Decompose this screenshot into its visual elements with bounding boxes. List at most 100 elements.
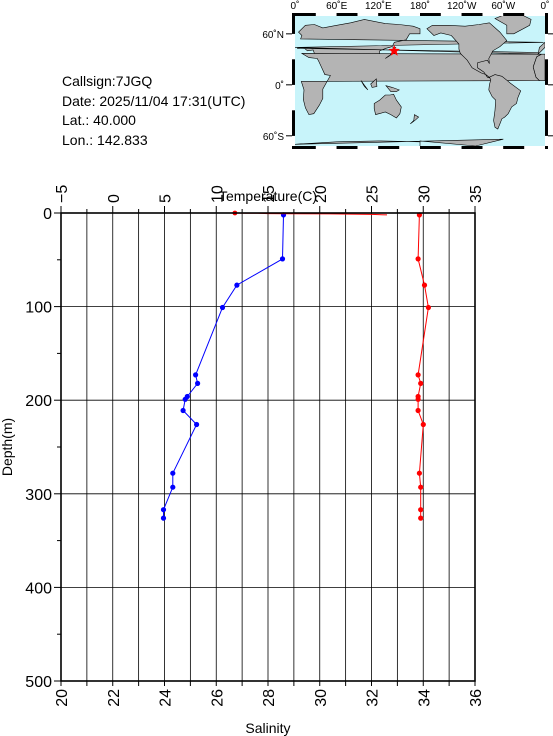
salinity-tick-label: 30 xyxy=(313,689,330,707)
map-frame-segment xyxy=(524,146,545,149)
map-frame-segment xyxy=(336,13,358,16)
map-frame-segment xyxy=(482,146,504,149)
temperature-tick-label: 10 xyxy=(209,185,226,203)
map-frame-segment xyxy=(440,146,462,149)
map-frame-segment xyxy=(292,135,295,146)
depth-tick-label: 100 xyxy=(25,300,52,317)
temperature-point xyxy=(194,421,200,428)
salinity-tick-label: 32 xyxy=(365,689,382,707)
map-frame-segment xyxy=(357,146,379,149)
map-frame-segment xyxy=(503,146,525,149)
map-longitude-label: 180˚ xyxy=(410,0,430,12)
map-frame-segment xyxy=(315,13,337,16)
salinity-tick-label: 28 xyxy=(261,689,278,707)
map-longitude-label: 0˚ xyxy=(291,0,300,12)
map-frame-segment xyxy=(295,146,316,149)
salinity-point xyxy=(421,282,428,288)
salinity-tick-label: 36 xyxy=(468,689,485,707)
salinity-point xyxy=(418,380,424,386)
temperature-tick-label: −5 xyxy=(54,185,71,203)
temperature-tick-label: 20 xyxy=(313,185,330,203)
map-longitude-labels: 0˚ 60˚E 120˚E 180˚ 120˚W 60˚W 0˚ xyxy=(291,0,550,12)
station-info: Callsign:7JGQ Date: 2025/11/04 17:31(UTC… xyxy=(62,72,245,150)
depth-tick-label: 300 xyxy=(25,487,52,504)
temperature-tick-label: 5 xyxy=(158,194,175,203)
temperature-point xyxy=(234,282,240,288)
callsign-text: Callsign:7JGQ xyxy=(62,73,153,89)
temperature-point xyxy=(279,256,286,262)
land-shape xyxy=(426,22,508,79)
depth-tick-label: 200 xyxy=(25,393,52,410)
map-frame-segment xyxy=(461,13,483,16)
salinity-point xyxy=(415,396,421,402)
map-frame-segment xyxy=(461,146,483,149)
map-frame-segment xyxy=(503,13,525,16)
salinity-point xyxy=(415,256,421,262)
temperature-tick-label: 0 xyxy=(106,194,123,203)
map-longitude-label: 60˚W xyxy=(491,0,515,12)
map-longitude-label: 120˚W xyxy=(447,0,477,12)
salinity-tick-label: 22 xyxy=(106,689,123,707)
plot-frame xyxy=(60,212,476,682)
map-longitude-label: 0˚ xyxy=(541,0,550,12)
temperature-point xyxy=(219,304,226,311)
map-frame-segment xyxy=(545,59,548,85)
salinity-point xyxy=(425,304,431,311)
map-frame-segment xyxy=(292,33,295,60)
temperature-tick-label: 15 xyxy=(261,185,278,203)
salinity-tick-label: 34 xyxy=(416,689,433,707)
depth-axis-title: Depth(m) xyxy=(0,418,15,476)
map-frame-segment xyxy=(315,146,337,149)
temperature-point xyxy=(160,507,167,513)
salinity-axis-title: Salinity xyxy=(245,720,290,736)
map-frame-segment xyxy=(545,84,548,111)
map-frame-segment xyxy=(399,13,420,16)
map-frame-segment xyxy=(378,146,400,149)
map-frame-segment xyxy=(295,13,316,16)
map-frame-segment xyxy=(378,13,400,16)
temperature-point xyxy=(193,372,199,378)
map-frame-segment xyxy=(357,13,379,16)
land-shape xyxy=(300,53,542,115)
land-shape xyxy=(373,93,402,119)
salinity-tick-label: 26 xyxy=(209,689,226,707)
temperature-point xyxy=(182,396,188,402)
map-frame-segment xyxy=(420,146,441,149)
land-shape xyxy=(385,85,400,92)
temperature-tick-label: 25 xyxy=(365,185,382,203)
map-frame-segment xyxy=(482,13,504,16)
temperature-point xyxy=(170,470,176,476)
land-shape xyxy=(294,138,504,147)
map-frame-segment xyxy=(292,84,295,111)
map-frame-segment xyxy=(545,33,548,60)
axis-ticks xyxy=(54,206,476,686)
map-frame-segment xyxy=(545,135,548,146)
map-latitude-label: 0˚ xyxy=(275,80,284,92)
temperature-tick-label: 30 xyxy=(416,185,433,203)
map-frame-segment xyxy=(336,146,358,149)
temperature-axis-title: Temperature(C) xyxy=(219,188,317,204)
map-frame-segment xyxy=(545,16,548,34)
salinity-point xyxy=(418,484,424,490)
salinity-point xyxy=(415,407,421,414)
station-marker-star-icon xyxy=(388,44,400,56)
map-latitude-labels: 60˚N 0˚ 60˚S xyxy=(262,29,284,143)
temperature-point xyxy=(160,515,167,521)
land-shape xyxy=(360,80,369,91)
salinity-point xyxy=(418,515,424,521)
map-frame-segment xyxy=(440,13,462,16)
salinity-point xyxy=(418,507,424,513)
map-ticks xyxy=(286,13,553,149)
salinity-tick-label: 20 xyxy=(54,689,71,707)
latitude-text: Lat.: 40.000 xyxy=(62,112,136,128)
temperature-tick-label: 35 xyxy=(468,185,485,203)
map-frame-segment xyxy=(292,59,295,85)
salinity-point xyxy=(416,470,422,476)
date-text: Date: 2025/11/04 17:31(UTC) xyxy=(62,92,246,109)
land-shape xyxy=(370,78,378,88)
map-frame-segment xyxy=(524,13,545,16)
location-map: 0˚ 60˚E 120˚E 180˚ 120˚W 60˚W 0˚ 60˚N 0˚ 60˚S xyxy=(262,0,553,149)
